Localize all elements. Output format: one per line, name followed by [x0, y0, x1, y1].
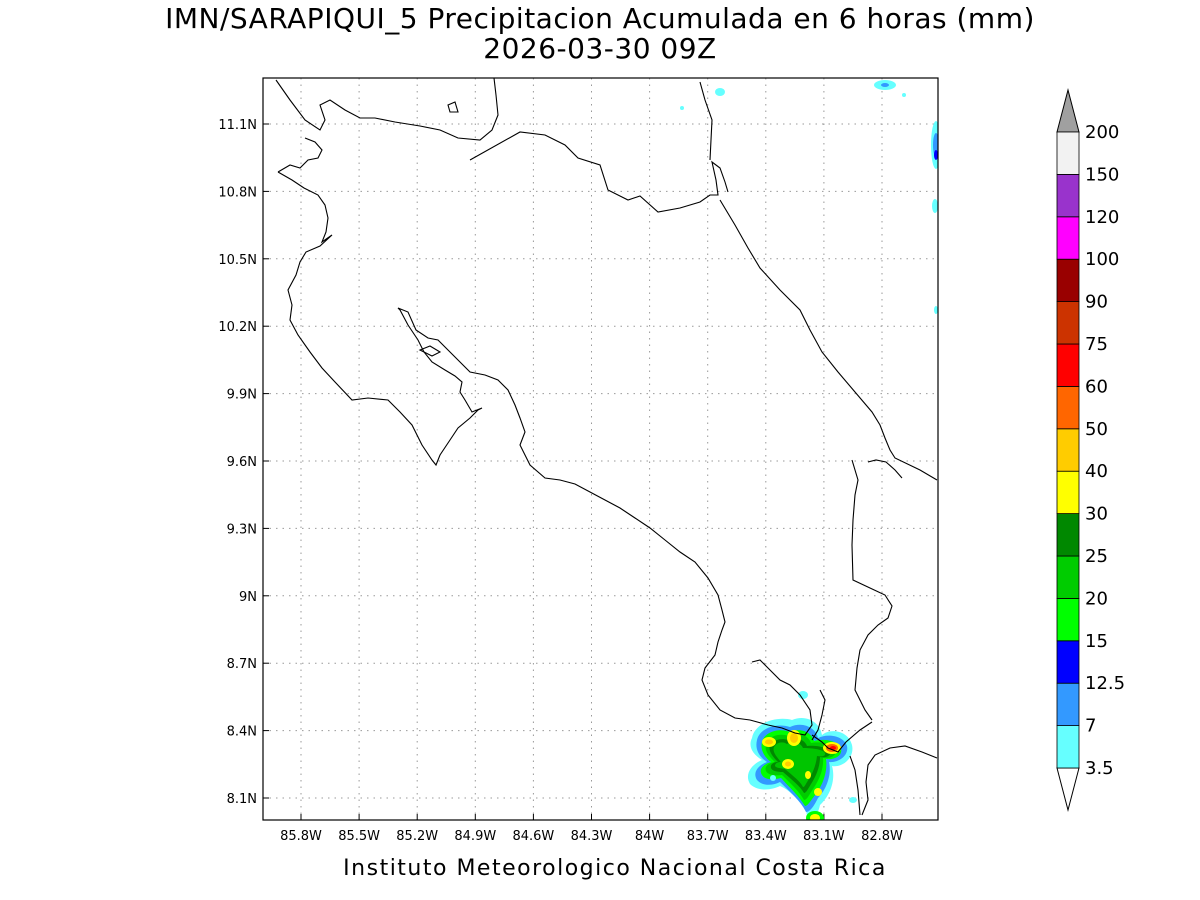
colorbar-level-label: 90: [1085, 292, 1108, 313]
colorbar-swatch: [1056, 173, 1080, 218]
map-grid: [263, 78, 938, 820]
precip-cell-north: [680, 80, 938, 314]
colorbar-swatch: [1056, 725, 1080, 769]
lon-tick-label: 83.7W: [687, 829, 729, 844]
lon-tick-label: 84.6W: [512, 829, 554, 844]
lon-tick-label: 85.8W: [280, 829, 322, 844]
lon-tick-label: 83.1W: [803, 829, 845, 844]
colorbar-swatch: [1056, 301, 1080, 345]
lat-tick-label: 8.7N: [227, 657, 257, 672]
lat-tick-label: 11.1N: [218, 118, 257, 133]
lon-tick-label: 85.5W: [338, 829, 380, 844]
precipitation-shading: [680, 80, 938, 820]
colorbar-level-label: 3.5: [1085, 758, 1114, 779]
longitude-labels: 85.8W 85.5W 85.2W 84.9W 84.6W 84.3W 84W 83.7W 83…: [280, 829, 903, 844]
coastline: [275, 78, 938, 816]
lat-tick-label: 10.5N: [218, 253, 257, 268]
colorbar-swatch: [1056, 640, 1080, 684]
colorbar-level-label: 150: [1085, 164, 1119, 185]
lat-tick-label: 9.9N: [227, 388, 257, 403]
colorbar-level-label: 100: [1085, 249, 1119, 270]
colorbar-swatch: [1056, 470, 1080, 515]
lon-tick-label: 84.3W: [571, 829, 613, 844]
colorbar-level-label: 50: [1085, 419, 1108, 440]
colorbar-swatch: [1056, 598, 1080, 642]
lat-tick-label: 8.1N: [227, 792, 257, 807]
lon-tick-label: 82.8W: [861, 829, 903, 844]
colorbar-level-label: 60: [1085, 376, 1108, 397]
colorbar-swatch: [1056, 131, 1080, 175]
colorbar-swatch: [1056, 513, 1080, 557]
lon-tick-label: 84.9W: [454, 829, 496, 844]
colorbar-swatch: [1056, 258, 1080, 303]
colorbar-max-arrow: [1056, 88, 1080, 133]
colorbar-level-label: 12.5: [1085, 673, 1125, 694]
colorbar-swatch: [1056, 428, 1080, 472]
colorbar-level-label: 30: [1085, 504, 1108, 525]
latitude-labels: 11.1N 10.8N 10.5N 10.2N 9.9N 9.6N 9.3N 9N 8.7N 8.…: [218, 118, 257, 807]
colorbar-swatch: [1056, 385, 1080, 430]
map-title: IMN/SARAPIQUI_5 Precipitacion Acumulada …: [165, 2, 1035, 35]
map-valid-time: 2026-03-30 09Z: [483, 32, 717, 65]
colorbar-level-label: 20: [1085, 588, 1108, 609]
colorbar: 3.5 7 12.5 15 20 25 30 40 50 60 75 90 100 120 150 200: [1056, 88, 1125, 812]
colorbar-swatch: [1056, 555, 1080, 599]
colorbar-swatch: [1056, 682, 1080, 727]
colorbar-level-label: 25: [1085, 546, 1108, 567]
lat-tick-label: 9.3N: [227, 522, 257, 537]
lat-tick-label: 10.2N: [218, 320, 257, 335]
precip-cell-south: [747, 691, 857, 820]
lat-tick-label: 9.6N: [227, 455, 257, 470]
map-frame: [262, 77, 939, 821]
colorbar-level-label: 200: [1085, 122, 1119, 143]
lat-tick-label: 8.4N: [227, 725, 257, 740]
lon-tick-label: 83.4W: [745, 829, 787, 844]
lat-tick-label: 10.8N: [218, 185, 257, 200]
colorbar-level-label: 7: [1085, 716, 1096, 737]
lon-tick-label: 84W: [635, 829, 665, 844]
colorbar-level-label: 75: [1085, 334, 1108, 355]
colorbar-min-arrow: [1056, 767, 1080, 812]
credit-text: Instituto Meteorologico Nacional Costa R…: [343, 856, 887, 881]
lat-tick-label: 9N: [239, 590, 257, 605]
colorbar-swatch: [1056, 343, 1080, 387]
lon-tick-label: 85.2W: [396, 829, 438, 844]
colorbar-level-label: 120: [1085, 207, 1119, 228]
colorbar-level-label: 15: [1085, 631, 1108, 652]
colorbar-swatch: [1056, 216, 1080, 260]
colorbar-level-label: 40: [1085, 461, 1108, 482]
